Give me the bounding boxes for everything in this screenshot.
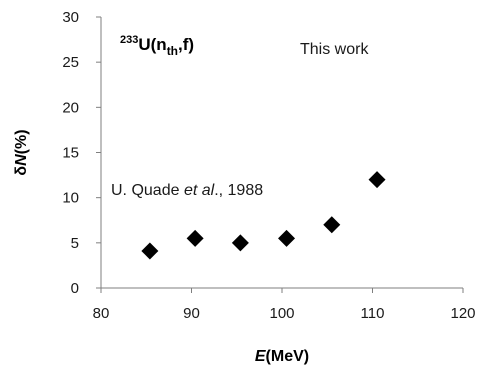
axes [100, 17, 463, 289]
x-tick-label: 110 [361, 305, 385, 322]
x-tick-label: 90 [183, 305, 200, 322]
y-axis-title: δN(%) [13, 129, 30, 175]
x-tick-label: 100 [269, 305, 294, 322]
data-point-diamond [186, 229, 204, 247]
y-tick-label: 15 [62, 145, 79, 162]
nuclide-label: 233U(nth,f) [120, 34, 194, 58]
y-tick-label: 30 [62, 9, 79, 26]
x-axis-ticks: 80 90 100 110 120 [93, 288, 476, 322]
x-tick-label: 120 [450, 305, 475, 322]
y-tick-label: 25 [62, 54, 79, 71]
y-axis-ticks: 0 5 10 15 20 25 30 [62, 9, 101, 297]
data-point-diamond [323, 216, 341, 234]
y-tick-label: 0 [71, 280, 79, 297]
x-tick-label: 80 [93, 305, 110, 322]
data-point-diamond [231, 234, 249, 252]
data-point-diamond [141, 242, 159, 260]
data-point-diamond [278, 229, 296, 247]
data-point-diamond [368, 171, 386, 189]
y-tick-label: 20 [62, 99, 79, 116]
y-tick-label: 5 [71, 235, 79, 252]
data-points [141, 171, 386, 260]
this-work-label: This work [300, 41, 369, 58]
x-axis-title: E(MeV) [255, 348, 309, 365]
y-tick-label: 10 [62, 190, 79, 207]
reference-label: U. Quade et al., 1988 [111, 182, 263, 199]
